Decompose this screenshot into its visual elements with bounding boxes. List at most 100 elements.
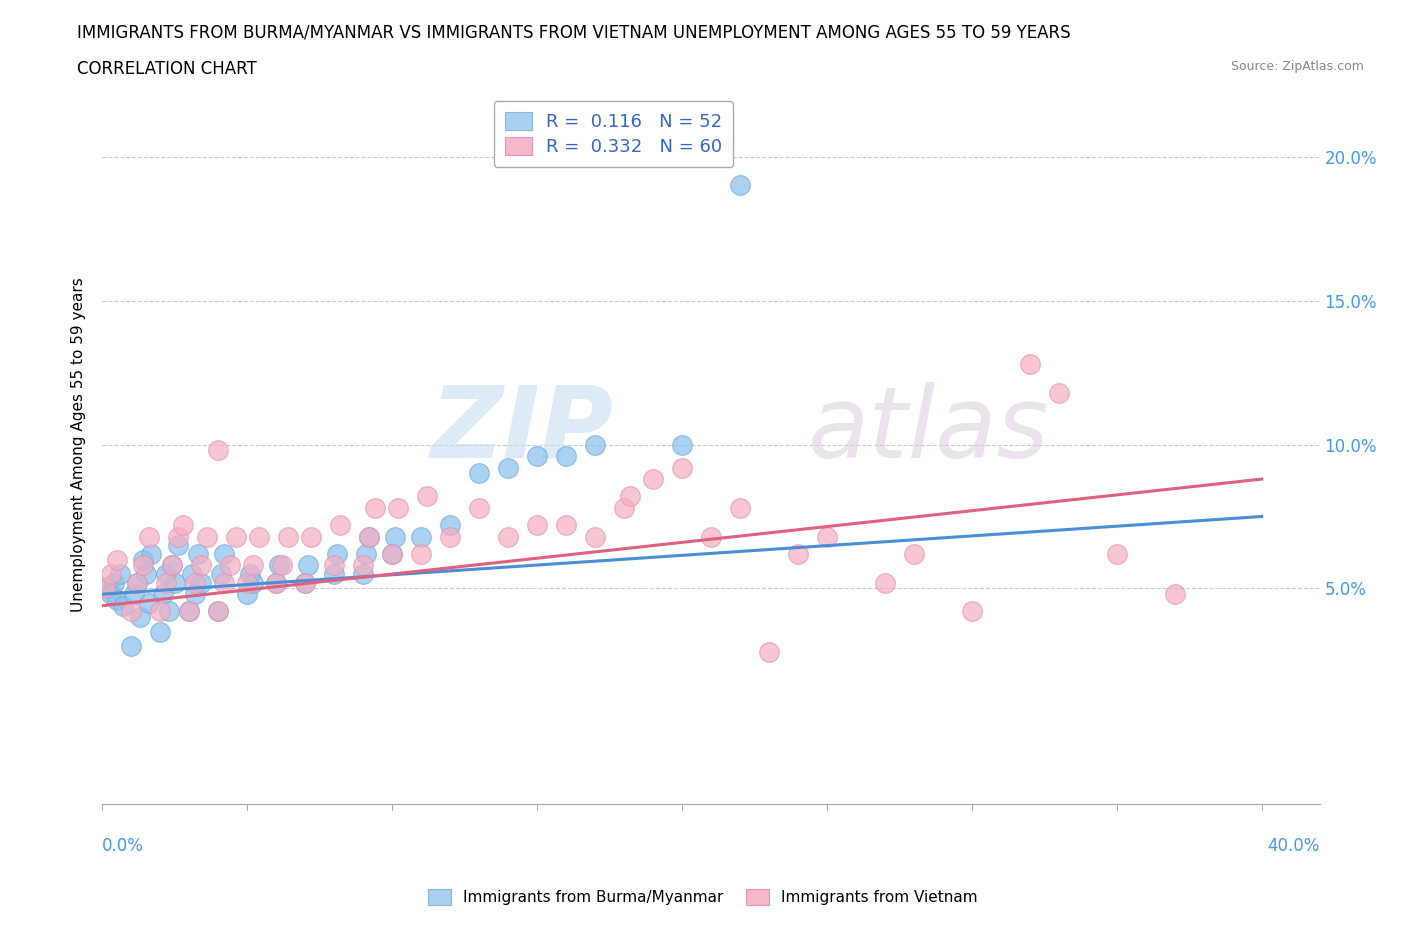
Point xyxy=(135,566,157,581)
Text: 0.0%: 0.0% xyxy=(103,837,143,855)
Point xyxy=(671,460,693,475)
Point xyxy=(1163,587,1185,602)
Point xyxy=(960,604,983,619)
Text: atlas: atlas xyxy=(808,381,1050,479)
Point xyxy=(163,576,186,591)
Point xyxy=(352,558,374,573)
Point xyxy=(152,587,174,602)
Point xyxy=(190,576,212,591)
Point xyxy=(271,558,294,573)
Point xyxy=(352,566,374,581)
Point xyxy=(157,604,180,619)
Text: ZIP: ZIP xyxy=(430,381,613,479)
Point xyxy=(326,547,349,562)
Point xyxy=(815,529,838,544)
Point xyxy=(160,558,183,573)
Point xyxy=(207,604,229,619)
Text: 40.0%: 40.0% xyxy=(1267,837,1320,855)
Point xyxy=(207,443,229,458)
Point xyxy=(179,604,201,619)
Point xyxy=(218,558,240,573)
Point xyxy=(105,552,128,567)
Point xyxy=(166,529,188,544)
Point xyxy=(264,576,287,591)
Point xyxy=(323,566,346,581)
Point xyxy=(122,587,145,602)
Point xyxy=(323,558,346,573)
Text: CORRELATION CHART: CORRELATION CHART xyxy=(77,60,257,78)
Point xyxy=(496,529,519,544)
Point xyxy=(758,644,780,659)
Point xyxy=(1105,547,1128,562)
Point xyxy=(1018,356,1040,371)
Point xyxy=(160,558,183,573)
Point xyxy=(97,581,120,596)
Point xyxy=(120,604,142,619)
Point xyxy=(149,624,172,639)
Point xyxy=(166,538,188,552)
Point xyxy=(583,437,606,452)
Point xyxy=(125,576,148,591)
Point xyxy=(555,448,578,463)
Point xyxy=(195,529,218,544)
Point xyxy=(363,500,385,515)
Point xyxy=(94,581,117,596)
Point xyxy=(416,489,439,504)
Point xyxy=(236,576,259,591)
Point xyxy=(357,529,380,544)
Point xyxy=(267,558,290,573)
Point xyxy=(354,547,377,562)
Point xyxy=(468,500,491,515)
Point xyxy=(294,576,316,591)
Point xyxy=(555,518,578,533)
Point xyxy=(111,598,134,613)
Point xyxy=(439,529,461,544)
Point xyxy=(526,448,548,463)
Point xyxy=(190,558,212,573)
Legend: Immigrants from Burma/Myanmar, Immigrants from Vietnam: Immigrants from Burma/Myanmar, Immigrant… xyxy=(422,883,984,911)
Point xyxy=(120,639,142,654)
Point xyxy=(239,566,262,581)
Point xyxy=(187,547,209,562)
Point xyxy=(468,466,491,481)
Point xyxy=(786,547,808,562)
Point xyxy=(384,529,406,544)
Point xyxy=(225,529,247,544)
Point xyxy=(108,566,131,581)
Point xyxy=(103,576,125,591)
Text: IMMIGRANTS FROM BURMA/MYANMAR VS IMMIGRANTS FROM VIETNAM UNEMPLOYMENT AMONG AGES: IMMIGRANTS FROM BURMA/MYANMAR VS IMMIGRA… xyxy=(77,23,1071,41)
Point xyxy=(264,576,287,591)
Point xyxy=(294,576,316,591)
Point xyxy=(212,576,235,591)
Point xyxy=(138,595,160,610)
Point xyxy=(100,566,122,581)
Point xyxy=(381,547,404,562)
Point xyxy=(209,566,232,581)
Point xyxy=(242,576,264,591)
Point xyxy=(728,500,751,515)
Point xyxy=(873,576,896,591)
Point xyxy=(179,604,201,619)
Point xyxy=(155,566,177,581)
Point xyxy=(212,547,235,562)
Point xyxy=(100,587,122,602)
Point xyxy=(329,518,352,533)
Point xyxy=(132,558,155,573)
Point xyxy=(409,547,432,562)
Point xyxy=(297,558,319,573)
Point xyxy=(155,576,177,591)
Point xyxy=(619,489,641,504)
Y-axis label: Unemployment Among Ages 55 to 59 years: Unemployment Among Ages 55 to 59 years xyxy=(72,277,86,612)
Point xyxy=(105,592,128,607)
Legend: R =  0.116   N = 52, R =  0.332   N = 60: R = 0.116 N = 52, R = 0.332 N = 60 xyxy=(494,101,733,166)
Point xyxy=(903,547,925,562)
Point xyxy=(583,529,606,544)
Point xyxy=(439,518,461,533)
Point xyxy=(277,529,299,544)
Point xyxy=(409,529,432,544)
Point xyxy=(299,529,322,544)
Point xyxy=(184,587,207,602)
Point xyxy=(387,500,409,515)
Point xyxy=(172,518,194,533)
Point xyxy=(357,529,380,544)
